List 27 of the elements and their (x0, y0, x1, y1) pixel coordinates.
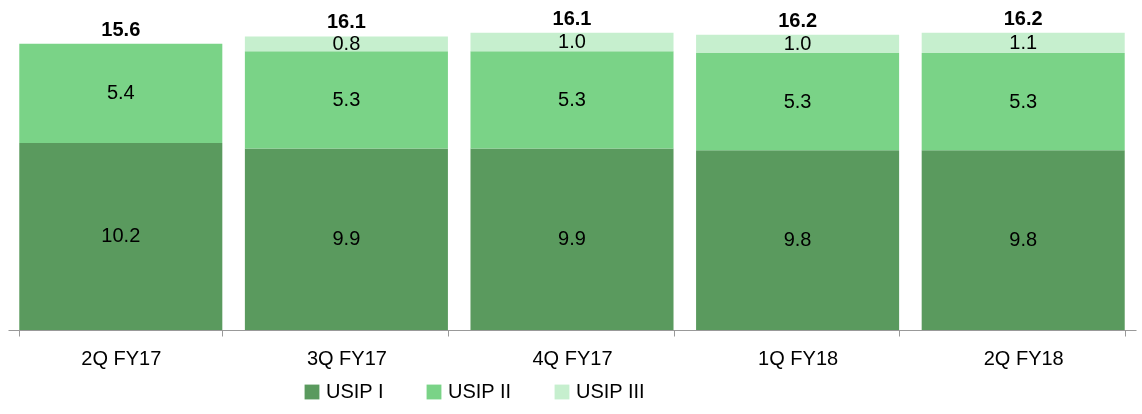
x-tick-label: 2Q FY17 (81, 346, 162, 369)
data-label: 5.3 (1009, 89, 1038, 112)
legend-label: USIP III (576, 380, 645, 402)
x-tick-label: 1Q FY18 (758, 346, 839, 369)
data-label: 5.3 (783, 89, 812, 112)
total-label: 15.6 (101, 17, 141, 40)
data-label: 1.0 (783, 31, 812, 54)
data-label: 9.8 (783, 228, 812, 251)
data-label: 1.0 (558, 29, 586, 52)
data-label: 9.8 (1009, 228, 1038, 251)
total-label: 16.2 (1003, 6, 1043, 29)
data-label: 5.4 (106, 81, 135, 104)
x-tick-label: 2Q FY18 (983, 346, 1064, 369)
data-label: 10.2 (101, 224, 141, 247)
data-label: 5.3 (332, 87, 361, 110)
data-label: 1.1 (1009, 30, 1038, 53)
data-label: 5.3 (558, 87, 586, 110)
data-label: 9.9 (332, 227, 361, 250)
legend-label: USIP I (326, 380, 384, 402)
legend-label: USIP II (448, 380, 511, 402)
data-label: 0.8 (332, 31, 361, 54)
total-label: 16.1 (326, 10, 366, 33)
total-label: 16.2 (778, 8, 818, 31)
x-tick-label: 4Q FY17 (532, 346, 613, 369)
total-label: 16.1 (552, 6, 592, 29)
x-tick-label: 3Q FY17 (306, 346, 387, 369)
data-label: 9.9 (558, 227, 586, 250)
